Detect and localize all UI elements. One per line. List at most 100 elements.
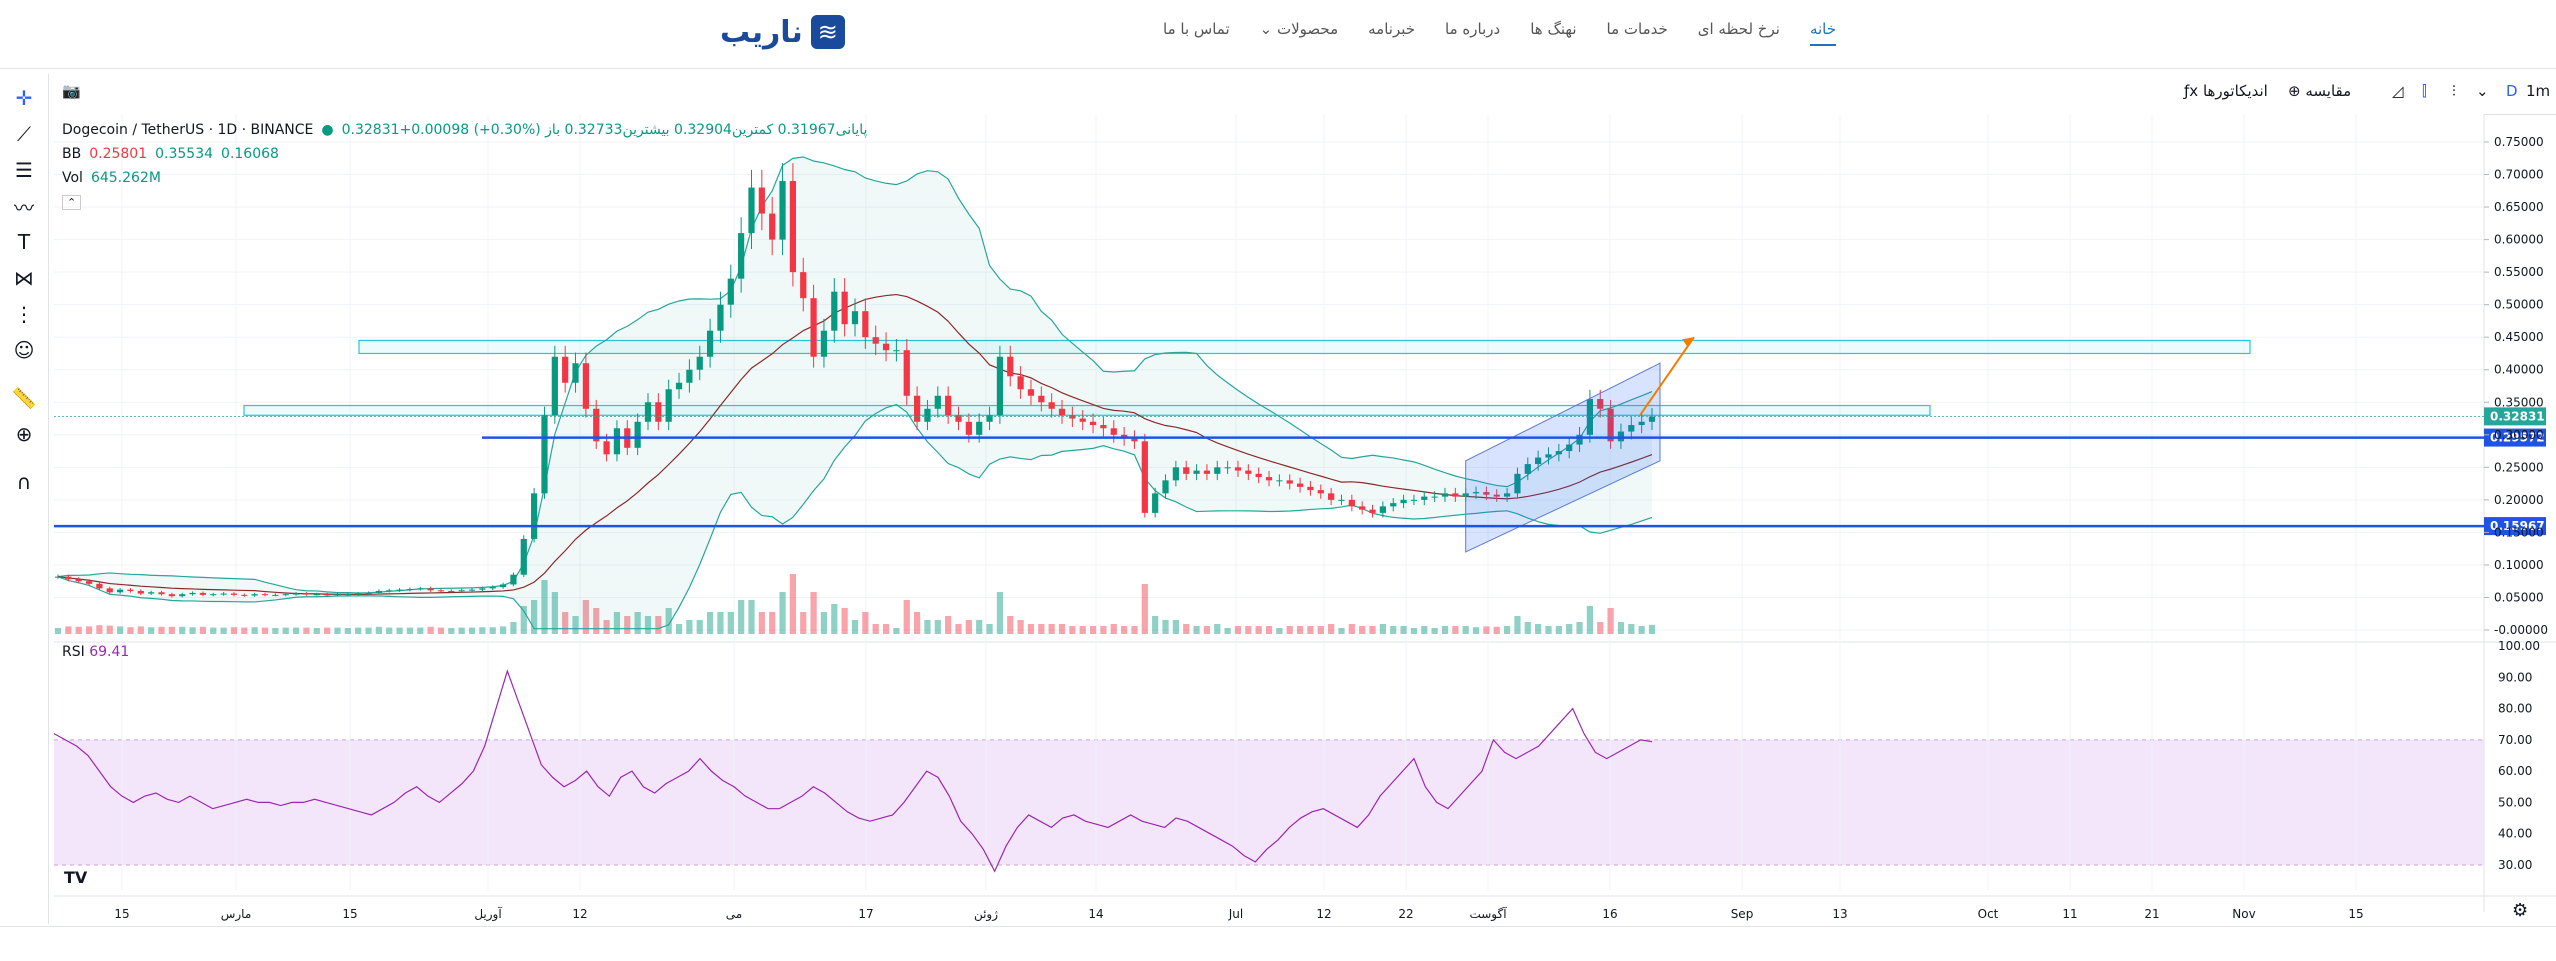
nav-contact[interactable]: تماس با ما	[1163, 20, 1230, 38]
indicators-button[interactable]: ƒx اندیکاتورها	[2184, 82, 2268, 100]
price-label-bg	[2484, 428, 2546, 447]
nav-whales[interactable]: نهنگ ها	[1530, 20, 1577, 38]
candle-body	[1007, 356, 1014, 377]
bb-basis: 0.25801	[89, 146, 148, 162]
pattern-icon[interactable]: ⋈	[14, 266, 34, 290]
rsi-tick-label: 60.00	[2498, 764, 2532, 778]
candle-body	[406, 589, 414, 591]
candle-body	[137, 590, 144, 594]
area-chart-icon[interactable]: ◿	[2392, 82, 2404, 100]
candle-body	[334, 594, 341, 596]
candle-body	[1441, 493, 1449, 497]
magnet-icon[interactable]: ∩	[16, 470, 32, 494]
candle-body	[1524, 464, 1531, 474]
bars-icon[interactable]: ⫶	[2452, 82, 2456, 100]
candle-body	[593, 408, 600, 442]
nav-live-rates[interactable]: نرخ لحظه ای	[1697, 20, 1780, 38]
candle-body	[292, 593, 300, 595]
fib-icon[interactable]: ☰	[15, 158, 33, 182]
volume-bar	[820, 612, 828, 634]
volume-bar	[1369, 626, 1376, 634]
nav-products[interactable]: محصولات ⌄	[1260, 20, 1339, 46]
vol-label[interactable]: Vol	[62, 170, 83, 186]
rsi-legend: RSI 69.41	[62, 644, 129, 660]
volume-bar	[148, 627, 155, 634]
ohlc-values: 0.32831+0.00098 (+0.30%) پایانی0.31967 ک…	[341, 122, 868, 138]
nav-home[interactable]: خانه	[1809, 20, 1836, 46]
prediction-icon[interactable]: ⋮	[14, 302, 34, 326]
volume-bar	[603, 620, 610, 634]
trendline-icon[interactable]: ⟋	[17, 122, 31, 146]
candle-body	[769, 213, 776, 240]
volume-bar	[230, 627, 238, 634]
volume-bar	[520, 606, 527, 634]
volume-bar	[1607, 608, 1614, 634]
camera-icon[interactable]: 📷	[62, 82, 81, 100]
settings-gear-icon[interactable]: ⚙	[2512, 900, 2529, 921]
candle-body	[603, 441, 610, 455]
interval-1m[interactable]: 1m	[2526, 82, 2551, 100]
candle-body	[634, 421, 641, 448]
emoji-icon[interactable]: ☺	[13, 338, 35, 362]
candle-body	[375, 590, 382, 593]
volume-bar	[748, 600, 755, 634]
volume-bar	[1555, 626, 1562, 634]
crosshair-icon[interactable]: ✛	[15, 86, 33, 110]
volume-bar	[437, 627, 445, 634]
compare-button[interactable]: ⊕ مقایسه	[2288, 82, 2351, 100]
candle-body	[324, 594, 331, 596]
rsi-tick-label: 100.00	[2498, 639, 2540, 653]
candle-body	[54, 576, 62, 578]
price-tick-label: 0.15000	[2494, 525, 2544, 539]
volume-bar	[1121, 626, 1128, 634]
volume-bar	[1286, 626, 1293, 634]
chevron-down-icon[interactable]: ⌄	[2476, 82, 2489, 100]
candle-body	[903, 350, 910, 396]
nav-newsletter[interactable]: خبرنامه	[1368, 20, 1416, 38]
chevron-down-icon: ⌄	[1259, 20, 1273, 38]
nav-products-label: محصولات	[1276, 20, 1339, 38]
volume-bar	[1410, 628, 1418, 634]
brush-icon[interactable]: 〰	[14, 195, 34, 220]
chart-legend: Dogecoin / TetherUS · 1D · BINANCE ● 0.328…	[62, 118, 867, 214]
rsi-label[interactable]: RSI	[62, 644, 85, 660]
volume-bar	[334, 627, 341, 634]
volume-bar	[1597, 622, 1604, 634]
collapse-icon[interactable]: ⌃	[62, 194, 82, 210]
interval-d[interactable]: D	[2506, 82, 2518, 100]
candle-body	[675, 382, 683, 390]
time-tick-label: 13	[1832, 907, 1847, 921]
volume-bar	[303, 627, 310, 634]
ruler-icon[interactable]: 📏	[11, 386, 37, 410]
nav-services[interactable]: خدمات ما	[1606, 20, 1668, 38]
price-tick-label: 0.20000	[2494, 493, 2544, 507]
volume-bar	[168, 626, 175, 634]
site-logo[interactable]: ناریب ≋	[720, 12, 845, 52]
volume-bar	[365, 627, 372, 634]
candle-body	[1121, 434, 1128, 439]
volume-bar	[996, 592, 1004, 634]
time-tick-label: 14	[1088, 907, 1103, 921]
volume-bar	[1390, 626, 1397, 634]
candle-body	[934, 395, 941, 409]
volume-bar	[613, 612, 621, 634]
volume-bar	[355, 627, 362, 634]
volume-bar	[1307, 626, 1314, 634]
volume-bar	[1462, 626, 1469, 634]
bb-label[interactable]: BB	[62, 146, 82, 162]
price-tick-label: 0.35000	[2494, 395, 2544, 409]
time-tick-label: 21	[2144, 907, 2159, 921]
volume-bar	[924, 620, 931, 634]
candle-body	[872, 337, 879, 344]
volume-bar	[1441, 626, 1449, 634]
candle-body	[241, 594, 248, 596]
symbol-title[interactable]: Dogecoin / TetherUS · 1D · BINANCE	[62, 122, 314, 138]
rsi-tick-label: 90.00	[2498, 670, 2532, 684]
text-icon[interactable]: T	[17, 230, 31, 254]
price-tick-label: 0.05000	[2494, 590, 2544, 604]
candles-icon[interactable]: ⫿	[2422, 82, 2427, 100]
price-label-bg	[2484, 407, 2546, 426]
zoom-icon[interactable]: ⊕	[15, 422, 33, 446]
nav-about[interactable]: درباره ما	[1445, 20, 1501, 38]
volume-bar	[1214, 624, 1221, 634]
